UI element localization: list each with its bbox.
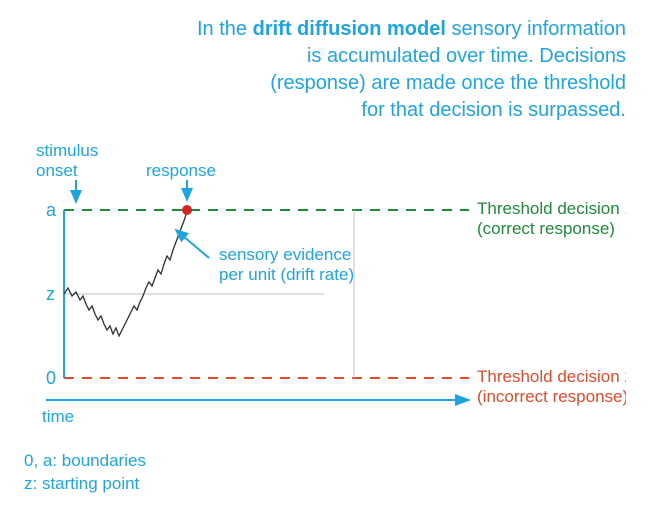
y-tick-a: a [46, 200, 57, 220]
stimulus-label-1: stimulus [36, 141, 98, 160]
drift-label-2: per unit (drift rate) [219, 265, 354, 284]
time-label: time [42, 407, 74, 426]
threshold2-label-1: Threshold decision 2 [477, 367, 626, 386]
response-label: response [146, 161, 216, 180]
drift-diffusion-chart: a z 0 stimulusonset response Threshold decisi… [24, 138, 626, 438]
legend-text: 0, a: boundaries z: starting point [24, 450, 626, 496]
evidence-trace [64, 210, 187, 336]
response-dot [182, 205, 192, 215]
y-tick-z: z [46, 284, 55, 304]
threshold2-label-2: (incorrect response) [477, 387, 626, 406]
y-tick-0: 0 [46, 368, 56, 388]
stimulus-label-2: onset [36, 161, 78, 180]
threshold1-label-1: Threshold decision 1 [477, 199, 626, 218]
drift-rate-arrow-icon [176, 230, 209, 258]
threshold1-label-2: (correct response) [477, 219, 615, 238]
drift-label-1: sensory evidence [219, 245, 351, 264]
header-description: In the drift diffusion model sensory inf… [24, 16, 626, 124]
